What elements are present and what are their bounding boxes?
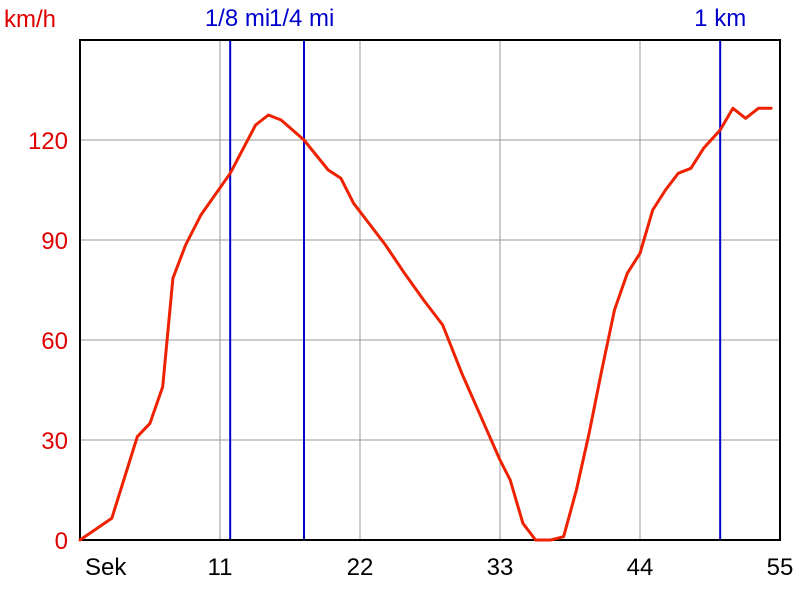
y-tick-label: 60: [41, 328, 68, 355]
distance-marker-label: 1 km: [694, 5, 746, 32]
distance-marker-label: 1/8 mi: [205, 5, 270, 32]
x-axis-unit-label: Sek: [85, 554, 127, 581]
distance-marker-label: 1/4 mi: [269, 5, 334, 32]
tick-label-layer: 11 22 33 44 55 0 30 60 90 120: [28, 128, 793, 581]
x-tick-label: 55: [767, 554, 794, 581]
series-layer: [78, 106, 773, 542]
grid-layer: [80, 40, 780, 540]
y-tick-label: 0: [55, 528, 68, 555]
x-tick-label: 44: [627, 554, 654, 581]
distance-marker-layer: 1/8 mi1/4 mi 1 km: [205, 5, 746, 540]
x-tick-label: 11: [208, 554, 233, 581]
y-axis-unit-label: km/h: [4, 6, 56, 33]
x-tick-label: 22: [347, 554, 374, 581]
y-tick-label: 90: [41, 228, 68, 255]
plot-frame: [79, 39, 781, 541]
x-tick-label: 33: [487, 554, 514, 581]
y-tick-label: 120: [28, 128, 68, 155]
speed-series-line: [78, 106, 773, 542]
y-tick-label: 30: [41, 428, 68, 455]
